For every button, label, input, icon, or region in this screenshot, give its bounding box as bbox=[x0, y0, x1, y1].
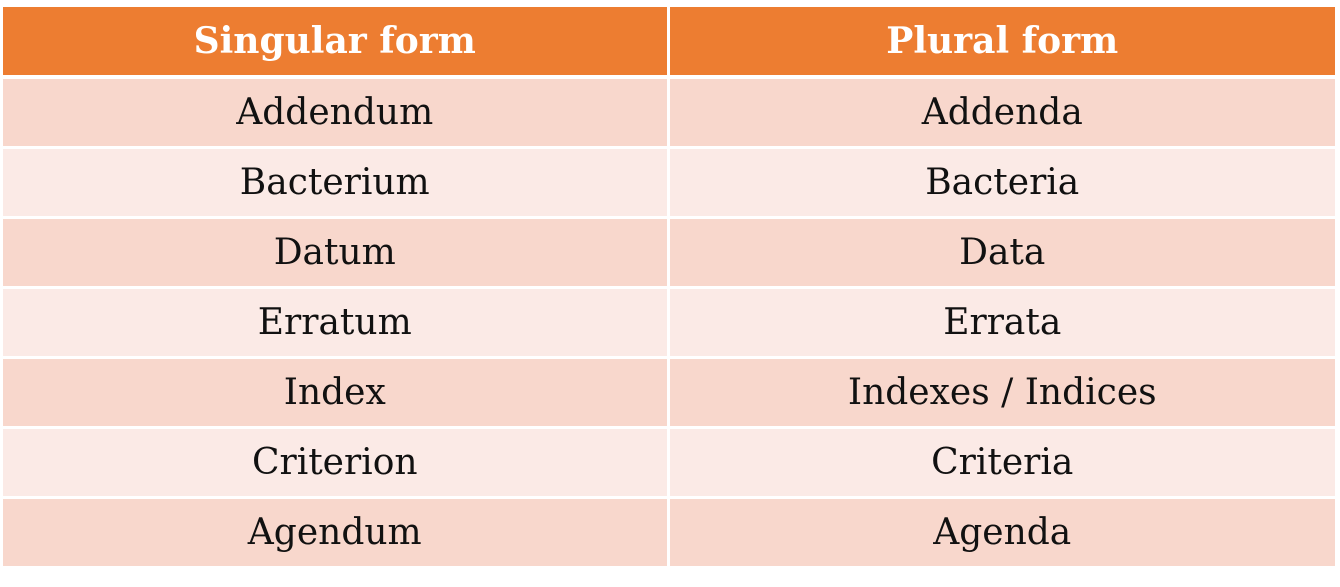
header-singular-form: Singular form bbox=[3, 7, 668, 77]
plural-cell: Addenda bbox=[666, 75, 1335, 148]
plural-forms-table-container: Singular form Plural form Addendum Adden… bbox=[3, 7, 1335, 566]
singular-cell: Index bbox=[3, 356, 668, 428]
table-row: Criterion Criteria bbox=[3, 426, 1335, 498]
singular-cell: Datum bbox=[3, 216, 668, 288]
table-header: Singular form Plural form bbox=[3, 7, 1335, 77]
table-row: Index Indexes / Indices bbox=[3, 356, 1335, 428]
plural-cell: Agenda bbox=[666, 496, 1335, 566]
singular-cell: Addendum bbox=[3, 75, 668, 148]
table-body: Addendum Addenda Bacterium Bacteria Datu… bbox=[3, 75, 1335, 566]
plural-cell: Bacteria bbox=[666, 146, 1335, 218]
table-row: Agendum Agenda bbox=[3, 496, 1335, 566]
table-row: Addendum Addenda bbox=[3, 75, 1335, 148]
singular-cell: Criterion bbox=[3, 426, 668, 498]
plural-cell: Indexes / Indices bbox=[666, 356, 1335, 428]
singular-cell: Bacterium bbox=[3, 146, 668, 218]
singular-cell: Erratum bbox=[3, 286, 668, 358]
plural-cell: Errata bbox=[666, 286, 1335, 358]
table-row: Erratum Errata bbox=[3, 286, 1335, 358]
plural-cell: Criteria bbox=[666, 426, 1335, 498]
plural-cell: Data bbox=[666, 216, 1335, 288]
header-plural-form: Plural form bbox=[666, 7, 1335, 77]
header-row: Singular form Plural form bbox=[3, 7, 1335, 77]
table-row: Bacterium Bacteria bbox=[3, 146, 1335, 218]
plural-forms-table: Singular form Plural form Addendum Adden… bbox=[3, 7, 1335, 566]
singular-cell: Agendum bbox=[3, 496, 668, 566]
table-row: Datum Data bbox=[3, 216, 1335, 288]
